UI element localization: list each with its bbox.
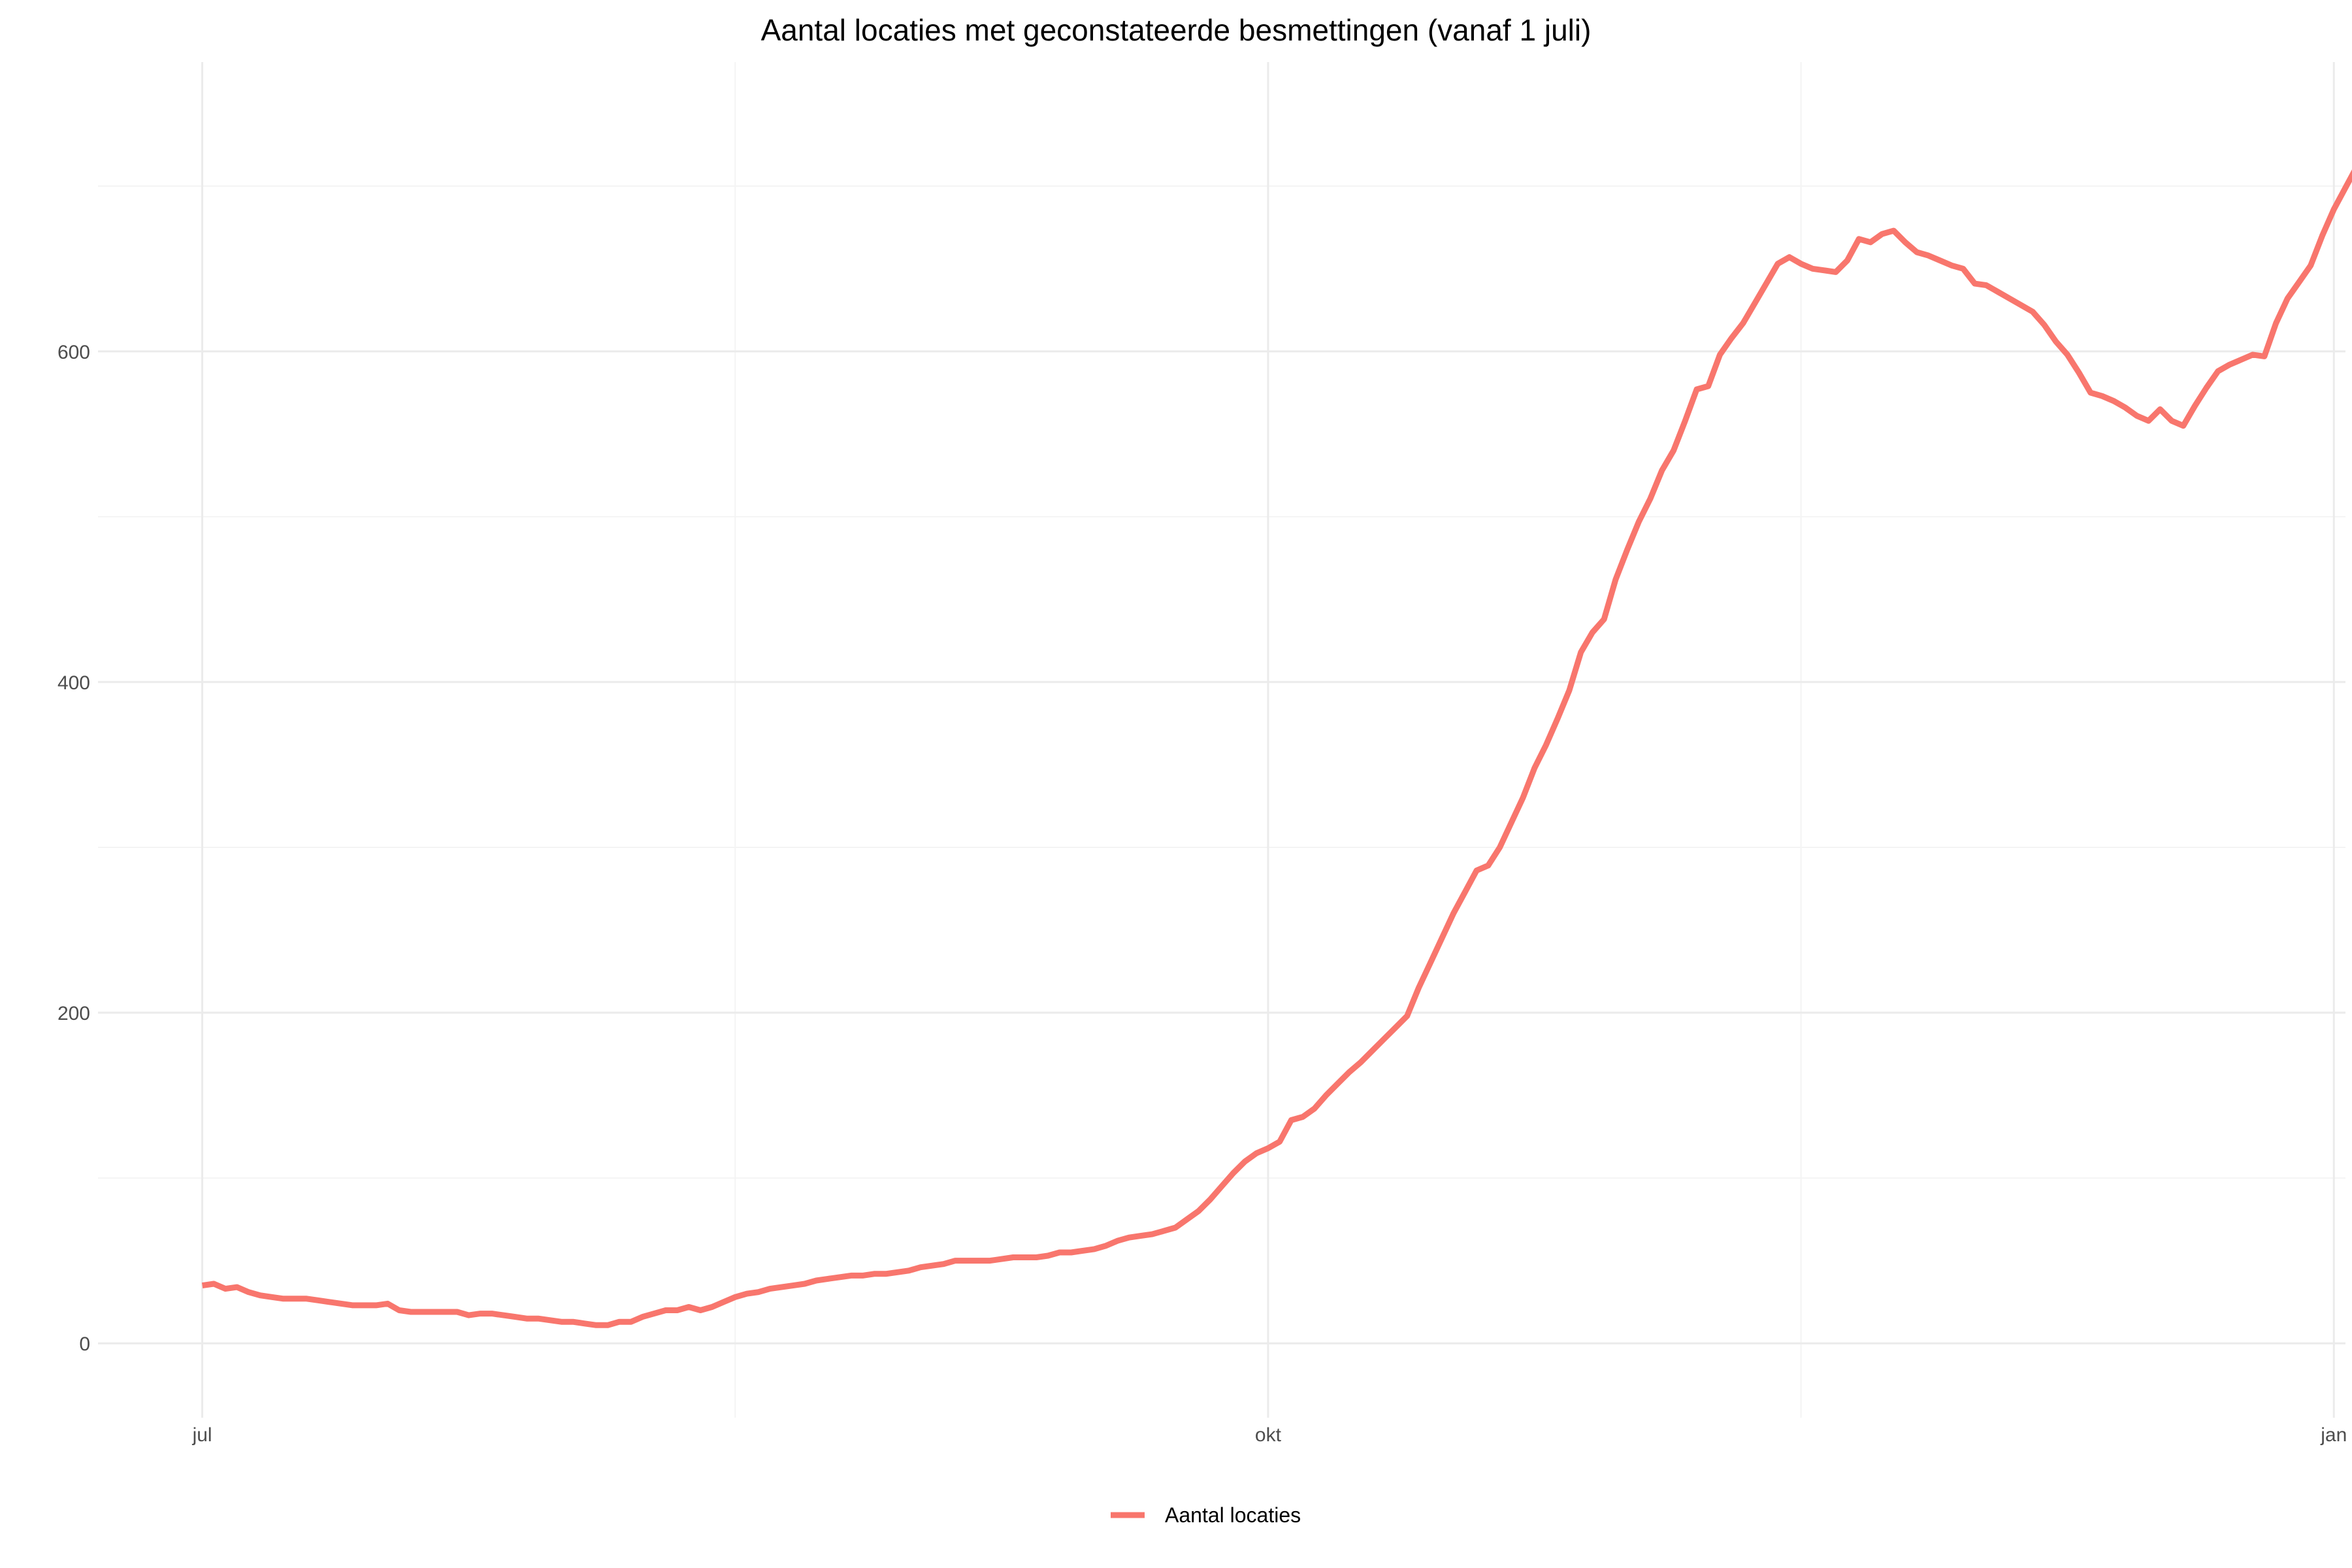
chart-title: Aantal locaties met geconstateerde besme… [761,13,1592,47]
grid [98,62,2345,1418]
y-tick-label: 600 [57,342,90,363]
x-tick-label: okt [1255,1424,1282,1446]
legend: Aantal locaties [1111,1503,1301,1527]
series-line-aantal-locaties [201,169,2352,1328]
x-tick-label: jan [2320,1424,2347,1446]
y-tick-label: 200 [57,1003,90,1024]
legend-label: Aantal locaties [1165,1503,1301,1527]
series-layer [201,169,2352,1328]
y-tick-label: 0 [79,1333,90,1355]
x-tick-label: jul [192,1424,212,1446]
y-tick-label: 400 [57,672,90,694]
axis-labels: 0 200 400 600 jul okt jan [57,342,2347,1446]
